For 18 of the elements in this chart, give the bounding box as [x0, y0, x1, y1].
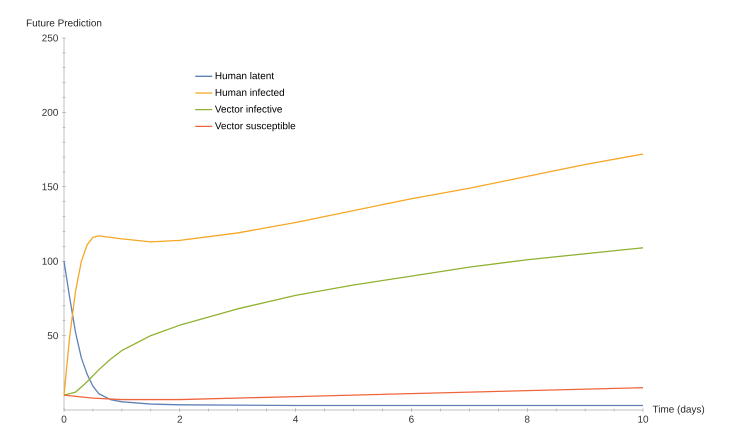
y-tick-label: 50	[48, 332, 58, 340]
y-tick-label: 150	[42, 183, 58, 190]
x-tick-label: 8	[524, 416, 530, 423]
line-series	[63, 153, 644, 396]
x-tick-label: 4	[293, 416, 298, 422]
legend-label: Vector infective	[214, 105, 282, 113]
y-tick-label: 250	[42, 34, 58, 42]
x-tick-label: 10	[638, 416, 648, 423]
x-tick-label: 0	[62, 416, 66, 423]
x-axis-title: Time (days)	[652, 405, 704, 415]
y-tick-label: 100	[42, 258, 58, 265]
x-tick-label: 2	[178, 416, 182, 423]
y-tick-label: 200	[42, 108, 58, 116]
x-tick-label: 6	[409, 416, 414, 423]
y-axis-title: Future Prediction	[26, 19, 102, 26]
legend-label: Vector susceptible	[214, 122, 296, 132]
legend-label: Human infected	[216, 88, 284, 96]
legend-label: Human latent	[216, 72, 274, 80]
